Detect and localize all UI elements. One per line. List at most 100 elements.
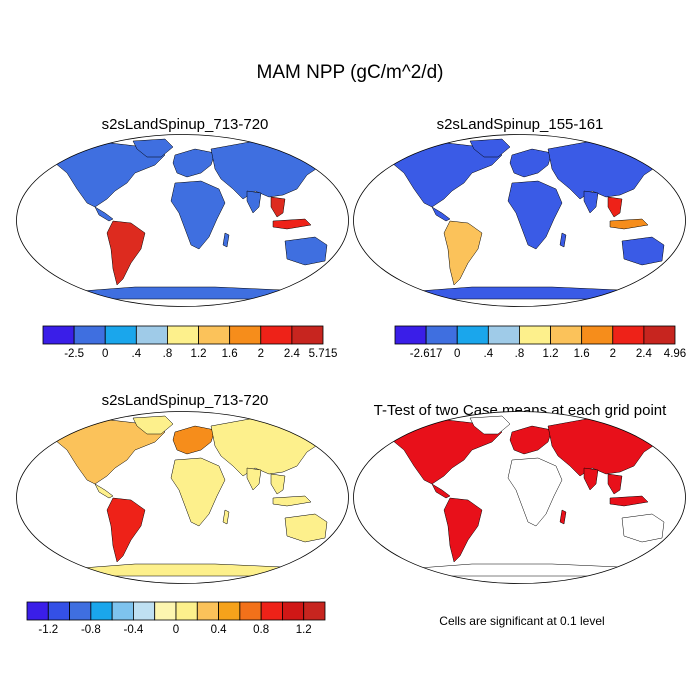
colorbar-box (218, 601, 241, 621)
land-europe (509, 148, 553, 178)
land-madagascar (559, 509, 567, 525)
land-australia (284, 236, 328, 266)
land-europe (509, 425, 553, 455)
colorbar-tick-label: -2.5 (64, 348, 84, 360)
land-centralAmerica (431, 483, 451, 499)
colorbar-box (519, 325, 551, 345)
land-southAmerica (443, 220, 483, 286)
land-india (246, 190, 262, 214)
land-centralAmerica (94, 483, 114, 499)
colorbar-tick-label: 1.6 (222, 348, 238, 360)
map-border (16, 411, 349, 584)
significance-note: Cells are significant at 0.1 level (439, 614, 605, 628)
colorbar-tick-label: 0.4 (211, 624, 228, 636)
land-africa (170, 180, 226, 250)
land-india (246, 467, 262, 491)
colorbar-tick-label: -0.8 (81, 624, 101, 636)
colorbar-box (550, 325, 583, 345)
colorbar-tick-label: 1.2 (543, 348, 559, 360)
land-seAsia (607, 196, 623, 218)
colorbar-tick-label: 2 (610, 348, 616, 360)
colorbar-tick-label: 4.96 (664, 348, 686, 360)
colorbar-tick-label: 0 (454, 348, 460, 360)
colorbar-box (394, 325, 427, 345)
land-greenland (132, 138, 174, 158)
panel-2-title-line1: s2sLandSpinup_155-161 (436, 116, 604, 133)
colorbar-tick-label: 1.6 (574, 348, 590, 360)
land-madagascar (222, 232, 230, 248)
land-southAmerica (106, 497, 146, 563)
colorbar-2: -2.617 0 .4 .8 1.2 1.6 2 2.4 4.96 (394, 325, 686, 360)
land-seAsia (270, 473, 286, 495)
land-centralAmerica (94, 206, 114, 222)
land-africa (507, 457, 563, 527)
panel-2-map (353, 134, 686, 307)
land-australia (621, 513, 665, 543)
colorbar-box (73, 325, 106, 345)
map-border (353, 411, 686, 584)
colorbar-tick-label: .8 (163, 348, 173, 360)
land-southAmerica (106, 220, 146, 286)
colorbar-tick-label: 5.715 (309, 348, 338, 360)
land-southAmerica (443, 497, 483, 563)
land-europe (172, 148, 216, 178)
colorbar-box (425, 325, 458, 345)
land-seAsia (607, 473, 623, 495)
land-australia (621, 236, 665, 266)
land-indonesia (609, 495, 649, 507)
colorbar-tick-label: 0 (173, 624, 179, 636)
land-indonesia (272, 495, 312, 507)
land-africa (170, 457, 226, 527)
land-centralAmerica (431, 206, 451, 222)
land-australia (284, 513, 328, 543)
colorbar-box (90, 601, 113, 621)
colorbar-box (229, 325, 262, 345)
colorbar-box (196, 601, 219, 621)
land-madagascar (559, 232, 567, 248)
colorbar-box (239, 601, 262, 621)
land-india (583, 467, 599, 491)
land-indonesia (609, 218, 649, 230)
panel-3-map (16, 411, 349, 584)
colorbar-box (133, 601, 156, 621)
colorbar-box (135, 325, 168, 345)
colorbar-box (487, 325, 520, 345)
colorbar-box (47, 601, 70, 621)
colorbar-box (612, 325, 645, 345)
colorbar-box (282, 601, 305, 621)
colorbar-tick-label: 1.2 (191, 348, 207, 360)
colorbar-box (42, 325, 75, 345)
land-greenland (469, 415, 511, 435)
colorbar-box (175, 601, 198, 621)
colorbar-box (260, 601, 283, 621)
colorbar-3: -1.2 -0.8 -0.4 0 0.4 0.8 1.2 (26, 601, 326, 636)
panel-3-title-line1: s2sLandSpinup_713-720 (101, 392, 269, 409)
land-europe (172, 425, 216, 455)
colorbar-tick-label: .4 (484, 348, 494, 360)
colorbar-box (456, 325, 489, 345)
land-greenland (132, 415, 174, 435)
colorbar-tick-label: -1.2 (38, 624, 58, 636)
map-border (16, 134, 349, 307)
colorbar-tick-label: -0.4 (124, 624, 144, 636)
land-seAsia (270, 196, 286, 218)
colorbar-tick-label: .4 (132, 348, 142, 360)
colorbar-box (303, 601, 326, 621)
colorbar-tick-label: 2.4 (636, 348, 653, 360)
land-indonesia (272, 218, 312, 230)
panel-1-title-line1: s2sLandSpinup_713-720 (101, 116, 269, 133)
land-africa (507, 180, 563, 250)
colorbar-tick-label: 2.4 (284, 348, 301, 360)
colorbar-box (154, 601, 177, 621)
land-greenland (469, 138, 511, 158)
colorbar-box (198, 325, 231, 345)
colorbar-tick-label: 0.8 (253, 624, 269, 636)
colorbar-box (167, 325, 199, 345)
colorbar-box (69, 601, 92, 621)
colorbar-tick-label: 2 (258, 348, 264, 360)
colorbar-box (26, 601, 49, 621)
panel-1-map (16, 134, 349, 307)
colorbar-tick-label: 0 (102, 348, 108, 360)
colorbar-box (291, 325, 324, 345)
colorbar-tick-label: .8 (515, 348, 525, 360)
